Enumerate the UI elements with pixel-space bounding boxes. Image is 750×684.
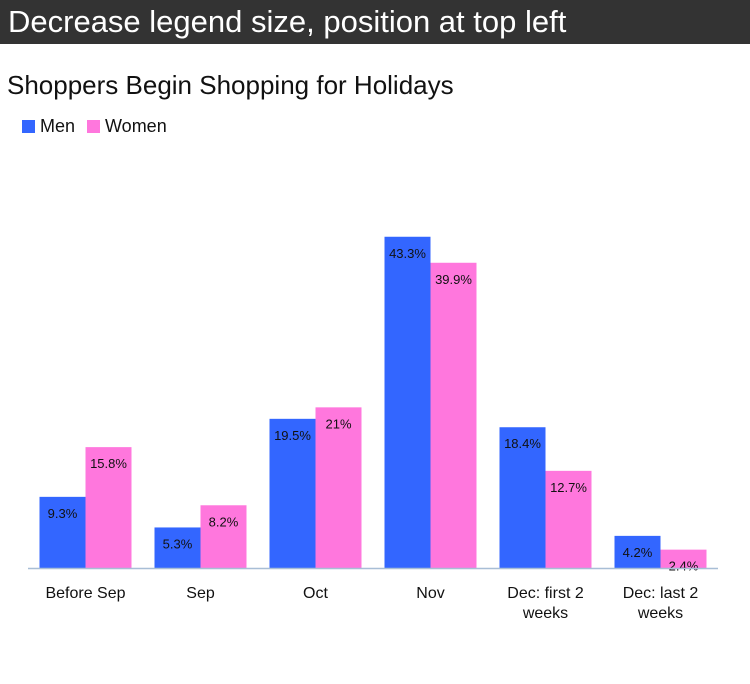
bar-women-1 xyxy=(200,505,247,568)
data-label-women-2: 21% xyxy=(325,416,351,431)
category-label-5: Dec: last 2 xyxy=(623,585,699,602)
data-label-women-4: 12.7% xyxy=(550,480,587,495)
bar-men-4 xyxy=(499,427,546,568)
chart-title: Shoppers Begin Shopping for Holidays xyxy=(7,70,454,100)
instruction-text: Decrease legend size, position at top le… xyxy=(8,4,567,39)
data-label-women-5: 2.4% xyxy=(669,559,699,574)
legend: Men Women xyxy=(22,116,179,136)
legend-label-men: Men xyxy=(40,115,76,136)
bar-men-2 xyxy=(269,418,316,568)
category-label-5-line1: weeks xyxy=(637,605,683,622)
data-label-women-3: 39.9% xyxy=(435,272,472,287)
category-label-0: Before Sep xyxy=(45,585,125,602)
instruction-banner: Decrease legend size, position at top le… xyxy=(0,0,750,44)
bar-men-1 xyxy=(154,527,201,568)
data-label-women-1: 8.2% xyxy=(209,514,239,529)
bar-men-3 xyxy=(384,236,431,568)
data-label-men-3: 43.3% xyxy=(389,246,426,261)
category-label-4: Dec: first 2 xyxy=(507,585,584,602)
legend-swatch-women xyxy=(87,119,101,133)
bar-women-4 xyxy=(545,470,592,568)
bar-women-3 xyxy=(430,262,477,568)
bar-women-0 xyxy=(85,447,132,568)
category-label-2: Oct xyxy=(303,585,328,602)
data-label-men-4: 18.4% xyxy=(504,436,541,451)
data-label-women-0: 15.8% xyxy=(90,456,127,471)
data-label-men-5: 4.2% xyxy=(623,545,653,560)
category-label-4-line1: weeks xyxy=(522,605,568,622)
legend-item-men: Men xyxy=(22,116,75,137)
data-label-men-2: 19.5% xyxy=(274,428,311,443)
bar-women-2 xyxy=(315,407,362,568)
category-label-3: Nov xyxy=(416,585,444,602)
legend-item-women: Women xyxy=(87,116,167,137)
legend-label-women: Women xyxy=(105,115,167,136)
bar-women-5 xyxy=(660,549,707,568)
data-label-men-0: 9.3% xyxy=(48,506,78,521)
bar-men-0 xyxy=(39,496,86,568)
data-label-men-1: 5.3% xyxy=(163,536,193,551)
legend-swatch-men xyxy=(22,119,35,133)
bar-men-5 xyxy=(614,535,661,568)
category-label-1: Sep xyxy=(186,585,215,602)
